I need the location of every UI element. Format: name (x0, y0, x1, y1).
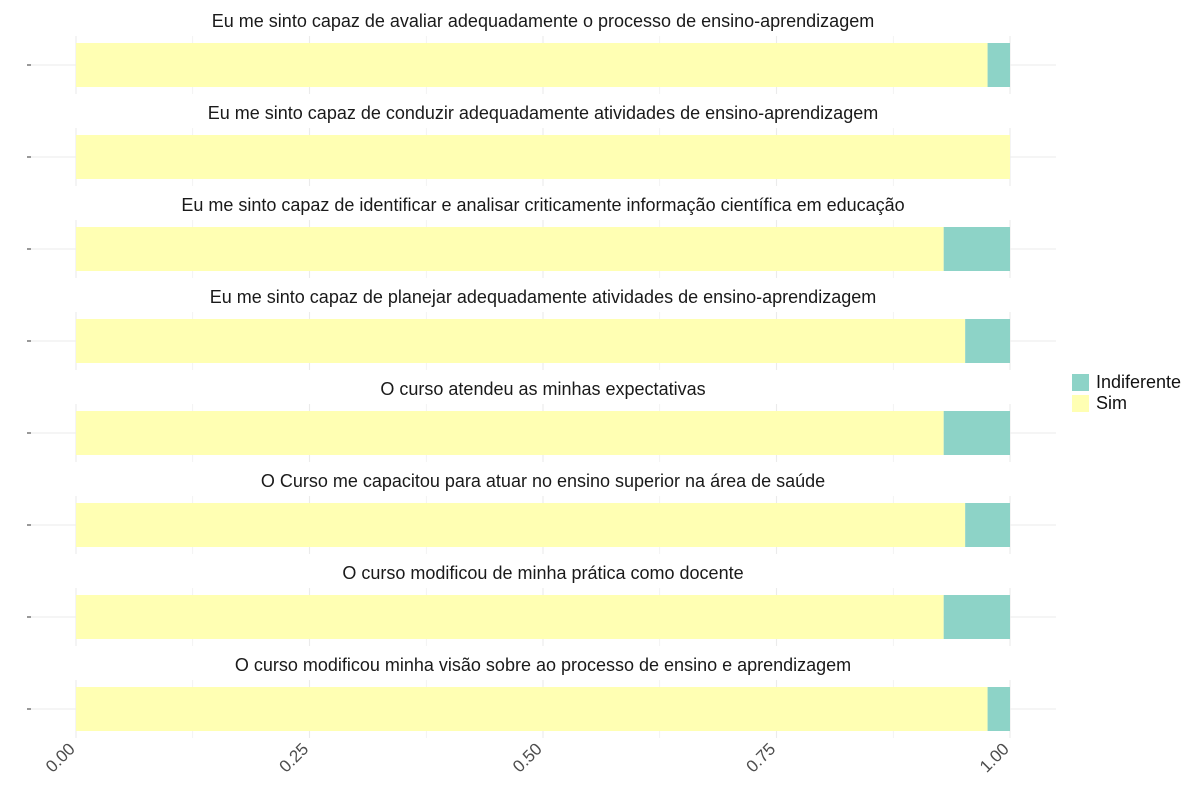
bar-sim (76, 503, 966, 547)
x-tick-label: 0.25 (275, 739, 312, 776)
bar-sim (76, 411, 944, 455)
bar-indiferente (943, 227, 1010, 271)
facet-label: Eu me sinto capaz de identificar e anali… (181, 195, 904, 215)
bar-sim (76, 135, 1010, 179)
bar-indiferente (965, 319, 1010, 363)
bar-sim (76, 319, 966, 363)
bar-sim (76, 227, 944, 271)
x-tick-label: 0.00 (42, 739, 79, 776)
bar-indiferente (965, 503, 1010, 547)
legend: Indiferente Sim (1072, 372, 1181, 414)
bar-sim (76, 687, 988, 731)
bar-indiferente (943, 411, 1010, 455)
bar-indiferente (987, 687, 1010, 731)
bar-sim (76, 595, 944, 639)
legend-label-indiferente: Indiferente (1096, 372, 1182, 392)
bar-indiferente (987, 43, 1010, 87)
facet-label: Eu me sinto capaz de conduzir adequadame… (208, 103, 878, 123)
facet-label: Eu me sinto capaz de avaliar adequadamen… (212, 11, 874, 31)
x-tick-label: 0.50 (509, 739, 546, 776)
bar-sim (76, 43, 988, 87)
legend-item-sim: Sim (1072, 393, 1181, 414)
legend-item-indiferente: Indiferente (1072, 372, 1181, 393)
bar-indiferente (943, 595, 1010, 639)
facet-label: O curso modificou de minha prática como … (342, 563, 743, 583)
facet-label: O Curso me capacitou para atuar no ensin… (261, 471, 825, 491)
legend-swatch-indiferente (1072, 374, 1089, 391)
legend-swatch-sim (1072, 395, 1089, 412)
facet-label: O curso modificou minha visão sobre ao p… (235, 655, 851, 675)
facet-label: Eu me sinto capaz de planejar adequadame… (210, 287, 876, 307)
legend-label-sim: Sim (1096, 393, 1127, 413)
x-tick-label: 1.00 (976, 739, 1013, 776)
x-tick-label: 0.75 (742, 739, 779, 776)
facet-label: O curso atendeu as minhas expectativas (380, 379, 705, 399)
